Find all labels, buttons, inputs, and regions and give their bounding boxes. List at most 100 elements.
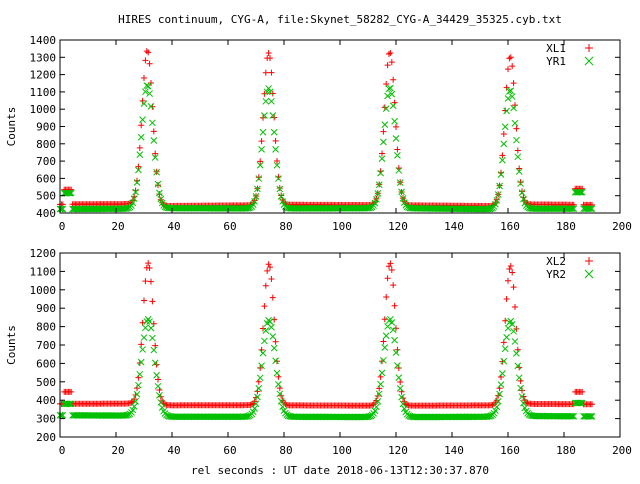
- data-point: [503, 296, 510, 303]
- data-point: [497, 171, 505, 178]
- chart-panel-1: 0 20 40 60 80 100 120 140 160 180 200 400 500 600 700 8…: [5, 34, 632, 233]
- data-point: [387, 49, 394, 56]
- data-point: [401, 405, 408, 413]
- data-point: [58, 411, 65, 419]
- data-point: [142, 278, 149, 285]
- data-point: [520, 195, 527, 203]
- data-point: [519, 188, 525, 195]
- data-point: [518, 393, 526, 400]
- data-point: [272, 338, 279, 345]
- data-point: [146, 318, 153, 325]
- data-point: [269, 294, 276, 301]
- data-point: [516, 165, 523, 172]
- data-point: [65, 189, 72, 197]
- data-point: [136, 144, 143, 151]
- data-point: [380, 338, 387, 345]
- data-point: [569, 205, 576, 213]
- data-point: [509, 63, 516, 70]
- data-point: [137, 358, 145, 366]
- data-point: [492, 200, 499, 208]
- data-point: [396, 385, 404, 392]
- data-point: [504, 95, 512, 102]
- data-point: [130, 403, 138, 410]
- data-point: [133, 390, 141, 398]
- data-point: [388, 90, 396, 98]
- x-tick-label: 60: [223, 220, 236, 233]
- plot-frame: [59, 252, 621, 438]
- data-point: [132, 188, 139, 196]
- y-tick-label: 1200: [30, 69, 57, 82]
- data-point: [267, 55, 273, 62]
- data-point: [493, 403, 501, 411]
- data-point: [268, 323, 275, 331]
- data-point: [395, 365, 402, 372]
- data-point: [570, 205, 578, 213]
- data-point: [389, 326, 397, 334]
- data-point: [374, 190, 382, 197]
- data-point: [394, 146, 401, 153]
- data-point: [137, 133, 145, 141]
- data-point: [145, 49, 152, 56]
- data-point: [257, 158, 264, 165]
- data-point: [374, 398, 382, 405]
- data-point: [508, 320, 516, 328]
- legend-label: XL1: [546, 42, 566, 55]
- data-point: [394, 152, 401, 159]
- data-point: [577, 188, 585, 196]
- data-point: [135, 166, 142, 174]
- y-axis-label: Counts: [5, 107, 18, 147]
- y-tick-label: 700: [36, 339, 56, 352]
- data-point: [268, 69, 275, 76]
- data-point: [510, 104, 517, 112]
- data-point: [396, 179, 404, 187]
- data-point: [136, 151, 144, 158]
- data-point: [496, 390, 503, 398]
- data-point: [388, 319, 396, 326]
- data-point: [380, 138, 387, 146]
- data-point: [262, 69, 269, 76]
- x-tick-label: 0: [59, 444, 66, 457]
- data-point: [514, 147, 521, 154]
- data-point: [493, 197, 501, 204]
- data-point: [264, 267, 271, 274]
- data-point: [149, 119, 156, 127]
- data-point: [156, 191, 163, 198]
- data-point: [132, 397, 139, 405]
- data-point: [269, 112, 277, 119]
- y-tick-label: 1100: [30, 86, 57, 99]
- data-point: [494, 398, 502, 405]
- x-tick-label: 40: [167, 444, 180, 457]
- data-point: [567, 412, 575, 420]
- data-point: [262, 327, 270, 334]
- data-point: [500, 357, 508, 365]
- data-point: [146, 90, 153, 97]
- y-tick-label: 800: [36, 321, 56, 334]
- legend-label: XL2: [546, 255, 566, 268]
- data-point: [265, 261, 272, 268]
- data-point: [505, 66, 511, 73]
- y-tick-label: 500: [36, 376, 56, 389]
- data-point: [260, 325, 266, 332]
- data-point: [265, 49, 272, 56]
- data-point: [66, 189, 74, 197]
- data-point: [255, 385, 263, 392]
- y-tick-label: 200: [36, 431, 56, 444]
- x-tick-label: 180: [556, 444, 576, 457]
- data-point: [255, 175, 263, 182]
- x-tick-label: 20: [111, 220, 124, 233]
- y-tick-label: 1000: [30, 284, 57, 297]
- y-tick-label: 1400: [30, 34, 57, 47]
- data-point: [511, 119, 519, 127]
- data-point: [589, 401, 595, 408]
- data-point: [514, 362, 522, 370]
- data-point: [150, 346, 158, 354]
- x-tick-label: 160: [500, 444, 520, 457]
- data-point: [274, 158, 280, 165]
- data-point: [143, 82, 151, 89]
- data-point: [390, 282, 397, 289]
- data-point: [276, 390, 284, 398]
- data-point: [256, 374, 264, 382]
- data-point: [514, 153, 522, 161]
- data-point: [567, 205, 575, 213]
- data-point: [510, 80, 517, 87]
